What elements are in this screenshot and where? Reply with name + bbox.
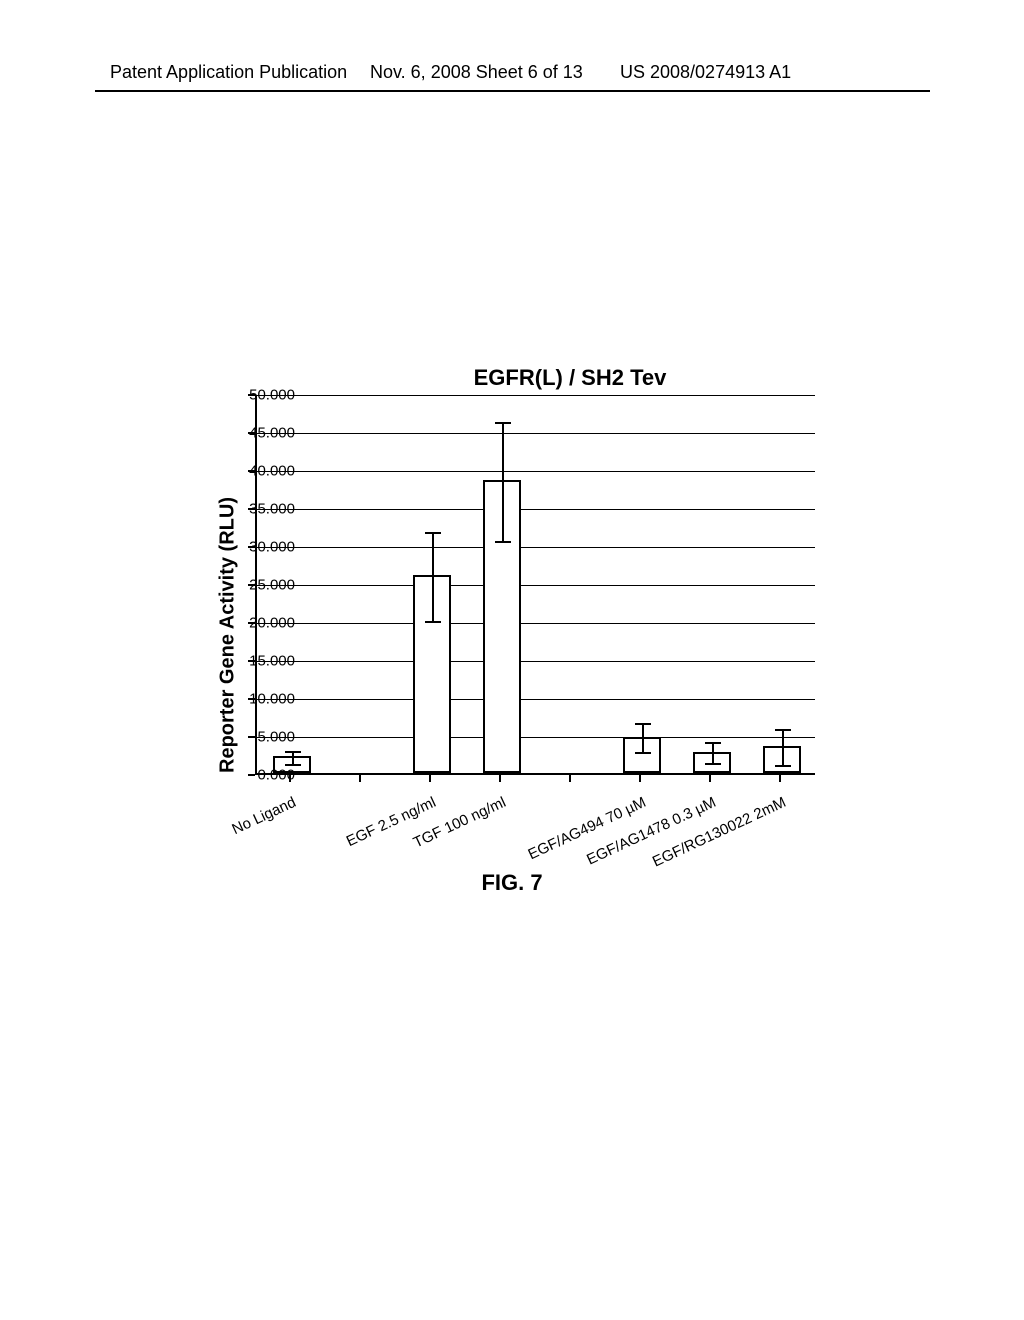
y-tick-label: 20.000 [235,615,295,632]
gridline [257,471,815,472]
gridline [257,585,815,586]
figure-label: FIG. 7 [0,870,1024,896]
y-tick-label: 30.000 [235,539,295,556]
y-tick-label: 50.000 [235,387,295,404]
bar-chart: EGFR(L) / SH2 Tev Reporter Gene Activity… [150,395,870,875]
gridline [257,395,815,396]
x-tick-mark [359,775,361,782]
x-tick-mark [569,775,571,782]
y-tick-label: 35.000 [235,501,295,518]
header-publication: Patent Application Publication [110,62,347,83]
error-bar [502,422,504,544]
error-bar [642,723,644,753]
gridline [257,623,815,624]
error-bar [782,729,784,767]
header-patent-number: US 2008/0274913 A1 [620,62,791,83]
x-tick-mark [499,775,501,782]
y-tick-label: 25.000 [235,577,295,594]
gridline [257,433,815,434]
y-tick-label: 0.000 [235,767,295,784]
y-tick-label: 15.000 [235,653,295,670]
y-tick-label: 45.000 [235,425,295,442]
x-tick-mark [779,775,781,782]
x-tick-mark [429,775,431,782]
error-bar [432,532,434,623]
y-tick-label: 40.000 [235,463,295,480]
x-tick-mark [709,775,711,782]
x-tick-mark [289,775,291,782]
gridline [257,509,815,510]
x-tick-label: No Ligand [146,794,298,877]
error-bar [292,751,294,766]
x-tick-mark [639,775,641,782]
header-date-sheet: Nov. 6, 2008 Sheet 6 of 13 [370,62,583,83]
gridline [257,737,815,738]
y-tick-label: 5.000 [235,729,295,746]
y-tick-label: 10.000 [235,691,295,708]
gridline [257,547,815,548]
header-rule [95,90,930,92]
error-bar [712,742,714,765]
gridline [257,661,815,662]
plot-area [255,395,815,775]
gridline [257,699,815,700]
